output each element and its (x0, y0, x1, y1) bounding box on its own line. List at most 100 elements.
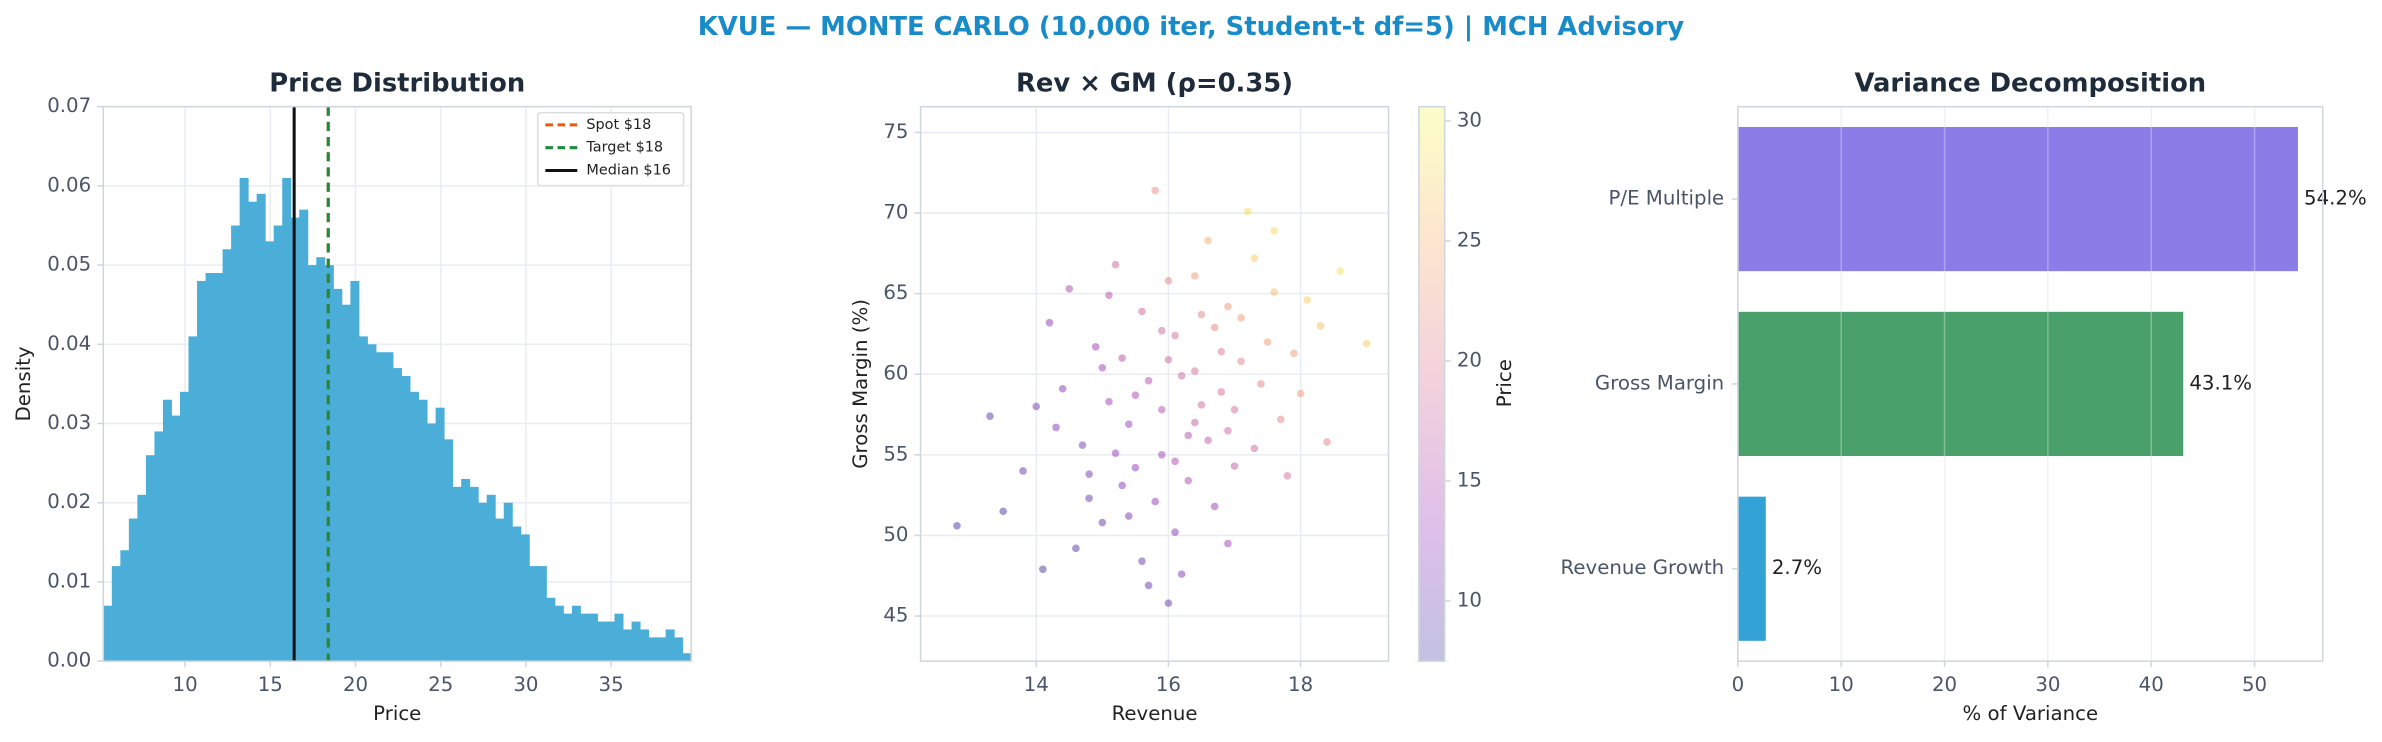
scatter-point (1224, 302, 1232, 311)
x-tick-label: 50 (2242, 673, 2267, 696)
hist-bar (367, 344, 377, 662)
scatter-point (1191, 367, 1199, 375)
hist-bar (273, 225, 283, 662)
hist-bar (665, 629, 675, 662)
hist-bar (299, 209, 309, 662)
y-tick-label: 45 (883, 604, 908, 627)
y-axis-label: Density (12, 346, 35, 421)
hist-bar (205, 273, 215, 662)
hist-bar (384, 352, 394, 662)
hist-bar (162, 399, 172, 662)
x-axis-label: % of Variance (1963, 702, 2099, 725)
data-label: 43.1% (2189, 371, 2252, 394)
x-tick-label: 40 (2139, 673, 2164, 696)
y-tick-label: 50 (883, 523, 908, 546)
scatter-point (1217, 347, 1226, 356)
scatter-point (1210, 323, 1219, 332)
scatter-point (1191, 418, 1199, 427)
scatter-point (1085, 494, 1093, 503)
scatter-point (1105, 291, 1113, 300)
y-tick-label: 0.04 (47, 332, 91, 355)
scatter-point (1144, 376, 1153, 385)
scatter-point (1177, 372, 1186, 380)
hist-bar (648, 637, 658, 662)
hist-bar (410, 391, 420, 662)
legend-label: Spot $18 (586, 117, 651, 133)
y-tick-label: 70 (883, 201, 908, 224)
hist-bar (520, 534, 530, 662)
y-tick-label: 60 (883, 362, 908, 385)
chart-title: Rev × GM (ρ=0.35) (1016, 68, 1293, 98)
scatter-point (1138, 307, 1146, 316)
y-tick-label: Revenue Growth (1561, 556, 1725, 579)
hist-bar (179, 391, 189, 662)
y-tick-label: 0.05 (47, 253, 91, 276)
hist-bar (512, 526, 522, 662)
hist-bar (341, 304, 351, 662)
hist-bar (103, 605, 113, 662)
scatter-point (1072, 544, 1080, 553)
scatter-point (1131, 463, 1140, 472)
x-tick-label: 20 (343, 673, 368, 696)
scatter-point (1270, 226, 1278, 235)
x-tick-label: 25 (428, 673, 453, 696)
scatter-point (1197, 401, 1206, 409)
scatter-point (1316, 322, 1325, 330)
data-label: 54.2% (2304, 187, 2367, 210)
hist-bar (554, 605, 564, 662)
hist-bar (435, 407, 445, 662)
scatter-point (1065, 285, 1074, 293)
colorbar-tick-label: 15 (1457, 469, 1482, 492)
hist-bar (128, 518, 138, 662)
scatter-point (1118, 354, 1126, 362)
scatter-point (999, 507, 1008, 516)
scatter-point (1085, 470, 1093, 478)
scatter-point (1224, 539, 1232, 548)
x-tick-label: 15 (258, 673, 283, 696)
figure-title: KVUE — MONTE CARLO (10,000 iter, Student… (698, 12, 1685, 42)
hist-bar (231, 225, 241, 662)
y-tick-label: 0.06 (47, 173, 91, 196)
legend: Spot $18 Target $18 Median $16 (537, 111, 685, 187)
scatter-point (1217, 388, 1226, 396)
y-tick-label: 0.03 (47, 411, 91, 434)
scatter-point (1118, 481, 1126, 490)
scatter-point (1362, 339, 1371, 348)
hist-bar (495, 518, 505, 662)
scatter-point (1052, 423, 1060, 432)
hist-bar (486, 494, 496, 662)
hist-bar (282, 177, 292, 662)
scatter-point (1250, 254, 1259, 262)
y-tick-label: Gross Margin (1595, 371, 1724, 394)
scatter-point (1151, 186, 1159, 195)
hist-bar (623, 629, 633, 662)
x-tick-label: 10 (173, 673, 198, 696)
hist-bar (358, 336, 368, 662)
bars (103, 177, 692, 662)
hist-bar (239, 177, 249, 662)
colorbar-tick-label: 30 (1457, 109, 1482, 132)
hist-bar (427, 423, 437, 662)
x-tick-label: 20 (1932, 673, 1957, 696)
hist-bar (248, 201, 258, 662)
scatter-point (1171, 457, 1179, 466)
scatter-point (1197, 310, 1206, 319)
colorbar-label: Price (1493, 359, 1516, 407)
scatter-point (1177, 570, 1186, 578)
hist-bar (188, 336, 198, 662)
scatter-point (1111, 449, 1120, 458)
scatter-point (1039, 565, 1047, 574)
scatter-point (1237, 314, 1245, 322)
scatter-point (1204, 436, 1212, 445)
scatter-point (1032, 402, 1041, 411)
scatter-point (1058, 384, 1067, 393)
scatter-point (1124, 512, 1133, 520)
scatter-point (1283, 471, 1292, 480)
scatter-point (1224, 426, 1232, 435)
hist-bar (461, 478, 471, 662)
hist-bar (154, 431, 164, 662)
hist-bar (546, 597, 556, 662)
scatter-point (1098, 518, 1107, 527)
hist-bar (350, 280, 360, 662)
